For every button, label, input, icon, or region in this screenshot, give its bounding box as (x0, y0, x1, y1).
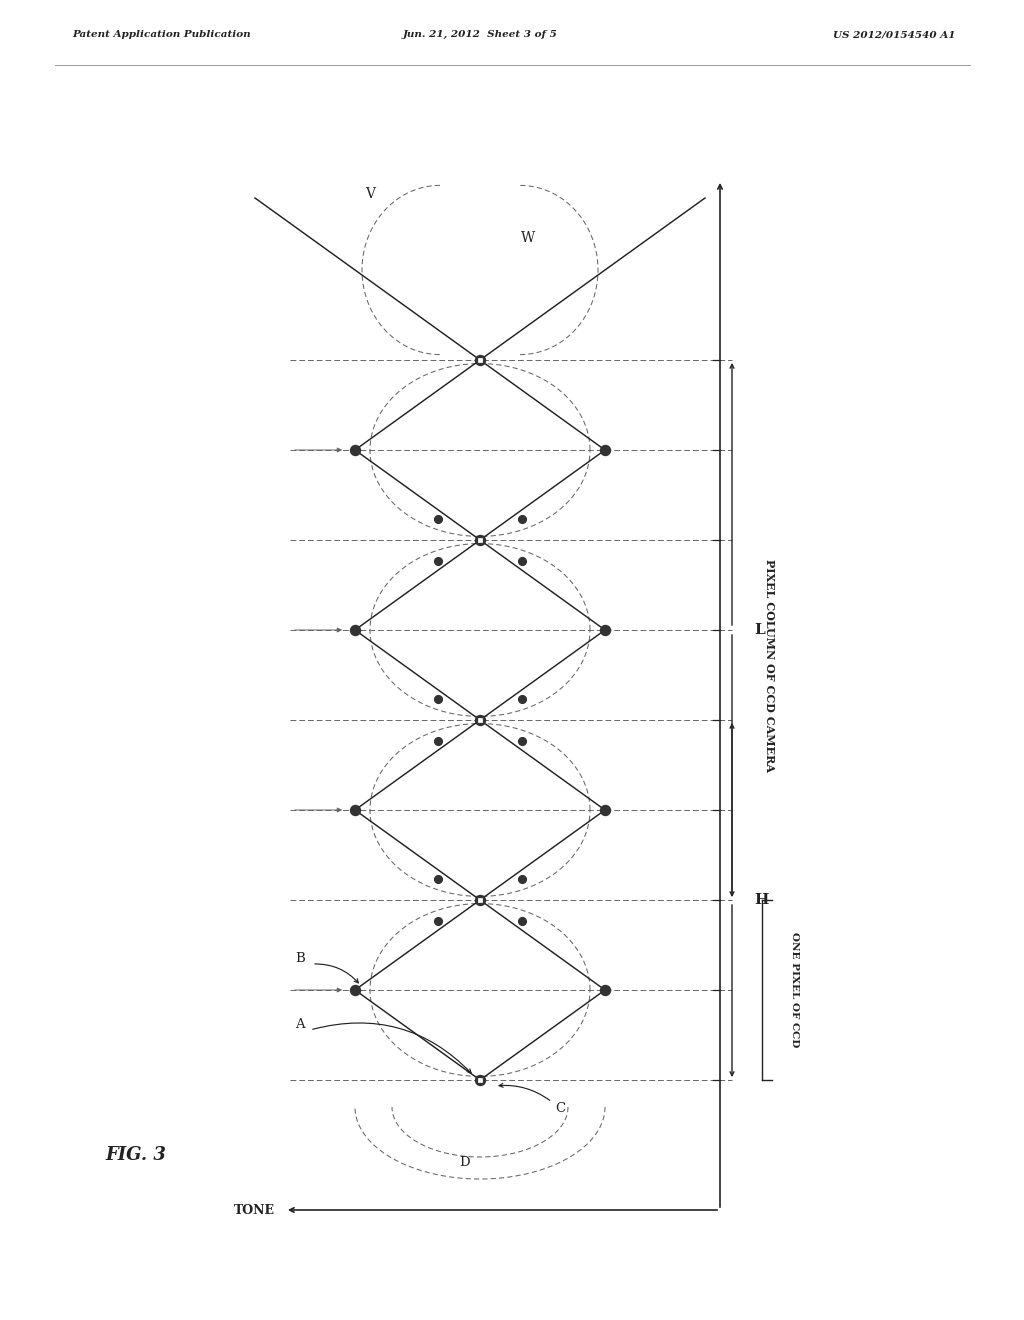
Point (430, 508, 446, 529)
Point (472, 709, 488, 730)
Text: Patent Application Publication: Patent Application Publication (72, 30, 251, 40)
Point (347, 619, 364, 640)
Text: H: H (754, 894, 768, 907)
Point (597, 619, 613, 640)
Text: W: W (521, 231, 536, 244)
Point (430, 550, 446, 572)
Point (472, 350, 488, 371)
Point (514, 550, 530, 572)
Text: ONE PIXEL OF CCD: ONE PIXEL OF CCD (790, 932, 799, 1048)
Point (514, 508, 530, 529)
Text: A: A (295, 1019, 305, 1031)
Point (514, 689, 530, 710)
Point (472, 890, 488, 911)
Text: Jun. 21, 2012  Sheet 3 of 5: Jun. 21, 2012 Sheet 3 of 5 (402, 30, 557, 40)
Text: B: B (295, 952, 305, 965)
Text: L: L (754, 623, 765, 638)
Point (430, 689, 446, 710)
Point (430, 730, 446, 751)
Point (347, 979, 364, 1001)
Point (514, 730, 530, 751)
Point (514, 911, 530, 932)
Text: TONE: TONE (234, 1204, 275, 1217)
Text: D: D (460, 1155, 470, 1168)
Text: V: V (365, 187, 375, 202)
Point (472, 529, 488, 550)
Text: C: C (555, 1101, 565, 1114)
Text: US 2012/0154540 A1: US 2012/0154540 A1 (833, 30, 955, 40)
Point (597, 979, 613, 1001)
Point (472, 529, 488, 550)
Point (347, 800, 364, 821)
Point (430, 869, 446, 890)
Text: PIXEL COLUMN OF CCD CAMERA: PIXEL COLUMN OF CCD CAMERA (765, 558, 775, 771)
Point (472, 350, 488, 371)
Point (597, 440, 613, 461)
Point (597, 800, 613, 821)
Point (472, 890, 488, 911)
Point (472, 1069, 488, 1090)
Text: FIG. 3: FIG. 3 (105, 1146, 166, 1164)
Point (430, 911, 446, 932)
Point (514, 869, 530, 890)
Point (472, 709, 488, 730)
Point (347, 440, 364, 461)
Point (472, 1069, 488, 1090)
